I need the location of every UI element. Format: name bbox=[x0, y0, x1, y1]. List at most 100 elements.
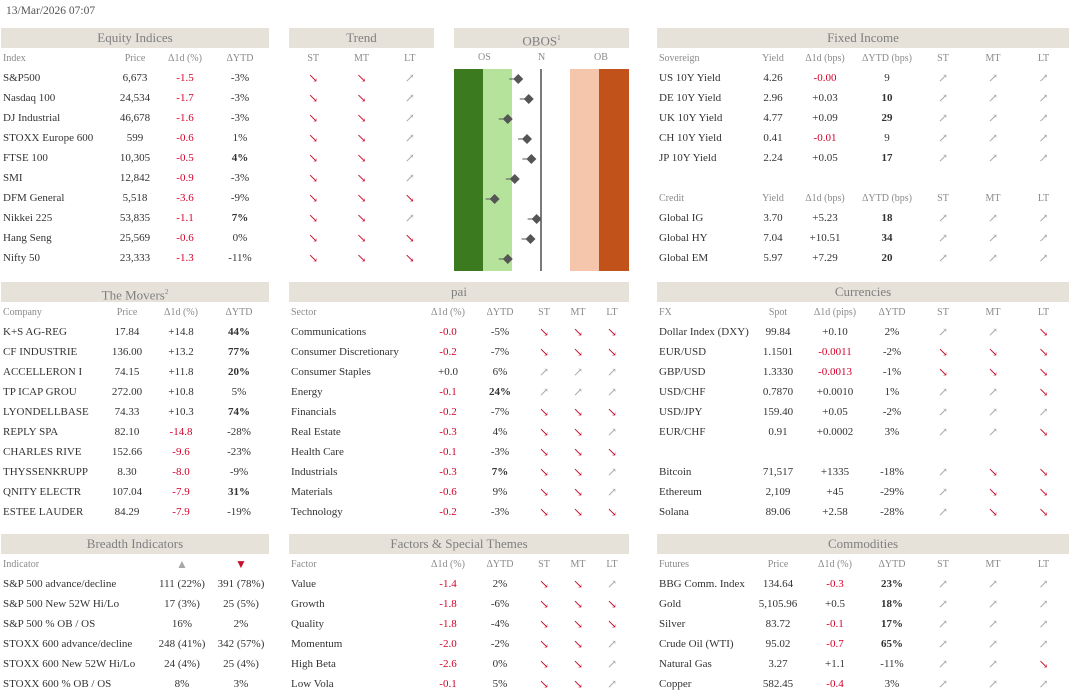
trend-cell: ↘ bbox=[1018, 322, 1069, 342]
trend-up-arrow-icon: ↗ bbox=[1038, 71, 1049, 85]
cell-d1: -7.9 bbox=[172, 506, 190, 518]
trend-down-arrow-icon: ↘ bbox=[356, 91, 367, 105]
cell-ytd: 2% bbox=[884, 326, 900, 338]
column-header: ST bbox=[937, 558, 949, 570]
cell-y: 2.24 bbox=[763, 152, 783, 164]
trend-cell: ↗ bbox=[386, 68, 434, 88]
movers-header: The Movers2 bbox=[1, 282, 269, 302]
cell-name: EUR/USD bbox=[659, 346, 707, 358]
trend-cell: ↗ bbox=[968, 402, 1018, 422]
cell-ytd: -28% bbox=[227, 426, 251, 438]
cell-name: JP 10Y Yield bbox=[659, 152, 717, 164]
trend-cell: ↘ bbox=[1018, 654, 1069, 674]
trend-up-arrow-icon: ↗ bbox=[937, 251, 949, 265]
cell-name: Gold bbox=[659, 598, 681, 610]
cell-a: 248 (41%) bbox=[158, 638, 206, 650]
table-row: Consumer Discretionary -0.2 -7% ↘ ↘ ↘ bbox=[289, 342, 629, 362]
table-row: Communications -0.0 -5% ↘ ↘ ↘ bbox=[289, 322, 629, 342]
trend-cell: ↘ bbox=[595, 322, 629, 342]
cell-name: CHARLES RIVE bbox=[3, 446, 82, 458]
table-row: Quality -1.8 -4% ↘ ↘ ↘ bbox=[289, 614, 629, 634]
obos-marker bbox=[526, 154, 537, 164]
cell-b: 391 (78%) bbox=[217, 578, 265, 590]
cell-d1: -3.6 bbox=[176, 192, 194, 204]
cell-ytd: 20% bbox=[228, 366, 250, 378]
trend-cell: ↘ bbox=[337, 68, 385, 88]
cell-d1: -1.8 bbox=[439, 618, 457, 630]
cell-y: 4.26 bbox=[763, 72, 783, 84]
trend-cell: ↘ bbox=[337, 168, 385, 188]
trend-up-arrow-icon: ↗ bbox=[1038, 231, 1049, 245]
column-header: MT bbox=[570, 558, 586, 570]
table-row: ACCELLERON I 74.15 +11.8 20% bbox=[1, 362, 269, 382]
trend-cell: ↘ bbox=[527, 674, 561, 694]
trend-down-arrow-icon: ↘ bbox=[606, 325, 618, 339]
cell-name: ESTEE LAUDER bbox=[3, 506, 84, 518]
cell-price: 152.66 bbox=[111, 446, 143, 458]
fixed-income-panel: Fixed Income Sovereign Yield Δ1d (bps) ΔYTD… bbox=[657, 28, 1069, 268]
table-row: BBG Comm. Index 134.64 -0.3 23% ↗ ↗ ↗ bbox=[657, 574, 1069, 594]
trend-cell: ↘ bbox=[527, 654, 561, 674]
column-header: LT bbox=[606, 558, 618, 570]
trend-cell: ↘ bbox=[1018, 482, 1069, 502]
trend-row: ↘ ↘ ↘ bbox=[289, 188, 434, 208]
trend-up-arrow-icon: ↗ bbox=[987, 677, 999, 691]
trend-up-arrow-icon: ↗ bbox=[606, 425, 618, 439]
trend-cell: ↘ bbox=[337, 228, 385, 248]
cell-spot: 0.7870 bbox=[762, 386, 794, 398]
cell-d1: -0.9 bbox=[176, 172, 194, 184]
factors-table: Factor Δ1d (%) ΔYTD ST MT LT Value -1.4 2% ↘ ↘ ↗ Gr… bbox=[289, 554, 629, 694]
cell-ytd: 20 bbox=[881, 252, 893, 264]
cell-ytd: 17% bbox=[881, 618, 903, 630]
trend-cell: ↘ bbox=[527, 574, 561, 594]
trend-up-arrow-icon: ↗ bbox=[987, 151, 999, 165]
trend-up-arrow-icon: ↗ bbox=[987, 657, 999, 671]
cell-price: 53,835 bbox=[119, 212, 151, 224]
column-header: LT bbox=[1037, 306, 1050, 318]
cell-d1: +1335 bbox=[820, 466, 850, 478]
trend-up-arrow-icon: ↗ bbox=[606, 577, 618, 591]
trend-cell: ↘ bbox=[289, 208, 337, 228]
trend-up-arrow-icon: ↗ bbox=[937, 637, 949, 651]
breadth-header: Breadth Indicators bbox=[1, 534, 269, 554]
table-row: Real Estate -0.3 4% ↘ ↘ ↗ bbox=[289, 422, 629, 442]
cell-name: Natural Gas bbox=[659, 658, 712, 670]
trend-down-arrow-icon: ↘ bbox=[937, 365, 949, 379]
trend-up-arrow-icon: ↗ bbox=[404, 111, 415, 125]
fixed-income-header: Fixed Income bbox=[657, 28, 1069, 48]
cell-price: 5,518 bbox=[122, 192, 148, 204]
cell-ytd: 77% bbox=[228, 346, 250, 358]
trend-up-arrow-icon: ↗ bbox=[937, 385, 949, 399]
trend-row: ↘ ↘ ↗ bbox=[289, 108, 434, 128]
column-header: MT bbox=[570, 306, 586, 318]
cell-a: 111 (22%) bbox=[159, 578, 205, 590]
cell-price: 582.45 bbox=[762, 678, 794, 690]
column-header: Δ1d (bps) bbox=[805, 192, 845, 204]
cell-b: 3% bbox=[233, 678, 249, 690]
trend-cell: ↘ bbox=[527, 634, 561, 654]
obos-os-label: OS bbox=[478, 52, 491, 63]
trend-cell: ↗ bbox=[968, 422, 1018, 442]
trend-cell: ↗ bbox=[918, 208, 968, 228]
cell-price: 95.02 bbox=[765, 638, 791, 650]
table-row: GBP/USD 1.3330 -0.0013 -1% ↘ ↘ ↘ bbox=[657, 362, 1069, 382]
cell-name: Silver bbox=[659, 618, 686, 630]
cell-name: STOXX 600 New 52W Hi/Lo bbox=[3, 658, 136, 670]
trend-cell: ↗ bbox=[386, 108, 434, 128]
column-header: MT bbox=[985, 192, 1001, 204]
table-row: Nifty 50 23,333 -1.3 -11% bbox=[1, 248, 269, 268]
column-header: Δ1d (%) bbox=[431, 306, 465, 318]
cell-price: 599 bbox=[126, 132, 144, 144]
trend-cell: ↗ bbox=[918, 382, 968, 402]
trend-up-arrow-icon: ↗ bbox=[987, 425, 999, 439]
trend-cell: ↘ bbox=[527, 614, 561, 634]
trend-up-arrow-icon: ↗ bbox=[1038, 151, 1049, 165]
column-header: ΔYTD (bps) bbox=[861, 52, 913, 64]
cell-d1: +0.05 bbox=[822, 406, 848, 418]
trend-cell: ↘ bbox=[337, 208, 385, 228]
trend-row: ↘ ↘ ↗ bbox=[289, 208, 434, 228]
cell-ytd: 9 bbox=[884, 132, 890, 144]
cell-name: Communications bbox=[291, 326, 367, 338]
trend-up-arrow-icon: ↗ bbox=[987, 577, 999, 591]
cell-name: UK 10Y Yield bbox=[659, 112, 723, 124]
